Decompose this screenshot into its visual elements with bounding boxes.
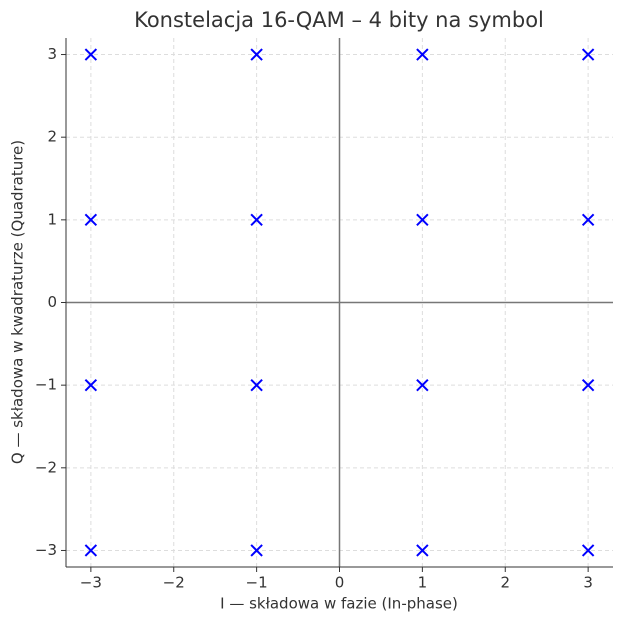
data-point — [581, 213, 595, 227]
y-tick-label: 1 — [47, 210, 57, 228]
data-point — [581, 378, 595, 392]
data-point — [416, 48, 429, 61]
data-point — [581, 544, 595, 557]
data-point — [416, 544, 429, 557]
data-point — [581, 48, 595, 61]
data-point — [250, 544, 263, 557]
chart-title: Konstelacja 16-QAM – 4 bity na symbol — [134, 8, 544, 32]
data-point — [84, 48, 98, 61]
x-tick-label: 2 — [500, 574, 510, 592]
y-tick-label: −3 — [35, 541, 57, 559]
data-point — [250, 213, 263, 227]
x-tick-label: 0 — [335, 574, 345, 592]
y-tick-label: −1 — [35, 376, 57, 394]
data-point — [416, 378, 429, 392]
x-tick-label: 1 — [418, 574, 428, 592]
x-tick-label: 3 — [583, 574, 593, 592]
y-tick-label: −2 — [35, 458, 57, 476]
data-point — [416, 213, 429, 227]
data-point — [84, 213, 98, 227]
x-tick-label: −3 — [80, 574, 102, 592]
y-tick-label: 2 — [47, 128, 57, 146]
y-tick-label: 0 — [47, 293, 57, 311]
x-tick-label: −2 — [163, 574, 185, 592]
data-point — [250, 48, 263, 61]
y-axis-label: Q — składowa w kwadraturze (Quadrature) — [9, 140, 27, 464]
y-tick-label: 3 — [47, 45, 57, 63]
x-axis-label: I — składowa w fazie (In-phase) — [220, 595, 458, 613]
x-tick-label: −1 — [246, 574, 268, 592]
data-point — [84, 544, 98, 557]
data-point — [250, 378, 263, 392]
data-point — [84, 378, 98, 392]
